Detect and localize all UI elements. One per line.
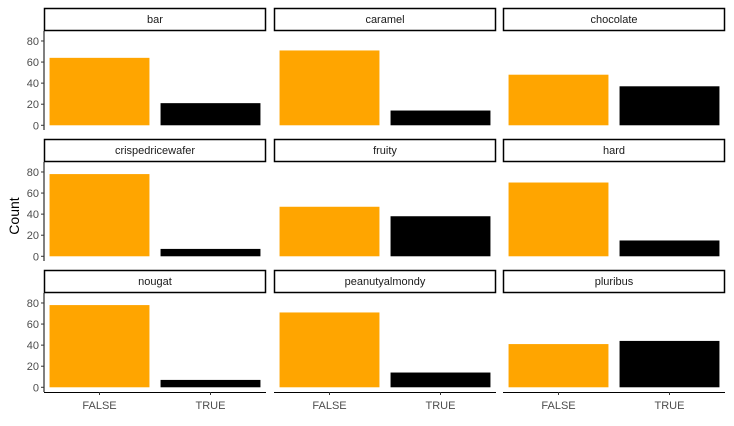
facet-panel-chocolate: chocolate [502, 7, 726, 126]
bar-peanutyalmondy-true [390, 372, 491, 388]
bar-bar-false [49, 57, 150, 126]
y-tick-label: 0 [33, 382, 39, 394]
facet-panel-nougat: nougat 0 20 40 60 80 FALSE TRUE [27, 269, 267, 412]
facet-panel-fruity: fruity [273, 138, 497, 257]
bar-hard-true [619, 240, 720, 257]
x-tick-label: FALSE [541, 400, 575, 412]
y-tick-label: 20 [27, 361, 39, 373]
x-tick-label: TRUE [655, 400, 685, 412]
facet-strip [502, 269, 726, 294]
facet-strip [273, 269, 497, 294]
facet-strip [273, 7, 497, 32]
y-tick-label: 20 [27, 99, 39, 111]
facet-panel-peanutyalmondy: peanutyalmondy FALSE TRUE [273, 269, 497, 412]
x-tick-label: TRUE [426, 400, 456, 412]
facet-strip-label: crispedricewafer [115, 145, 195, 157]
facet-strip-label: bar [147, 14, 163, 26]
x-tick-label: TRUE [196, 400, 226, 412]
bar-caramel-true [390, 110, 491, 126]
y-tick-label: 60 [27, 188, 39, 200]
y-tick-label: 80 [27, 36, 39, 48]
y-tick-label: 80 [27, 167, 39, 179]
y-tick-label: 60 [27, 319, 39, 331]
facet-strip [43, 7, 267, 32]
bar-chocolate-true [619, 86, 720, 126]
facet-strip [502, 7, 726, 32]
facet-strip [43, 269, 267, 294]
y-tick-label: 20 [27, 230, 39, 242]
facet-strip-label: caramel [365, 14, 404, 26]
facet-strip-label: pluribus [595, 276, 634, 288]
x-tick-label: FALSE [82, 400, 116, 412]
facet-strip-label: chocolate [590, 14, 637, 26]
facet-panel-hard: hard [502, 138, 726, 257]
bar-bar-true [160, 103, 261, 126]
facet-strip-label: fruity [373, 145, 397, 157]
facet-strip [273, 138, 497, 163]
y-tick-label: 60 [27, 57, 39, 69]
y-tick-label: 40 [27, 78, 39, 90]
y-tick-label: 0 [33, 120, 39, 132]
bar-crispedricewafer-false [49, 174, 150, 257]
bar-caramel-false [279, 50, 380, 126]
x-tick-label: FALSE [312, 400, 346, 412]
y-tick-label: 40 [27, 209, 39, 221]
bar-peanutyalmondy-false [279, 312, 380, 388]
y-tick-label: 40 [27, 340, 39, 352]
bar-nougat-true [160, 379, 261, 388]
facet-panel-pluribus: pluribus FALSE TRUE [502, 269, 726, 412]
bar-nougat-false [49, 305, 150, 388]
facet-strip [502, 138, 726, 163]
y-tick-label: 80 [27, 298, 39, 310]
facet-strip-label: hard [603, 145, 625, 157]
bar-chocolate-false [508, 74, 609, 126]
y-tick-label: 0 [33, 251, 39, 263]
bar-crispedricewafer-true [160, 248, 261, 257]
facet-strip-label: nougat [138, 276, 172, 288]
bar-hard-false [508, 182, 609, 257]
facet-panel-caramel: caramel [273, 7, 497, 126]
y-axis-title: Count [6, 197, 22, 234]
bar-fruity-false [279, 206, 380, 257]
facet-strip [43, 138, 267, 163]
facet-panels: bar 0 20 40 60 80 caramel chocolate crispedricew… [27, 7, 726, 412]
facet-panel-bar: bar 0 20 40 60 80 [27, 7, 267, 132]
bar-pluribus-true [619, 340, 720, 388]
bar-pluribus-false [508, 344, 609, 388]
bar-fruity-true [390, 216, 491, 257]
facet-strip-label: peanutyalmondy [345, 276, 426, 288]
facet-panel-crispedricewafer: crispedricewafer 0 20 40 60 80 [27, 138, 267, 263]
